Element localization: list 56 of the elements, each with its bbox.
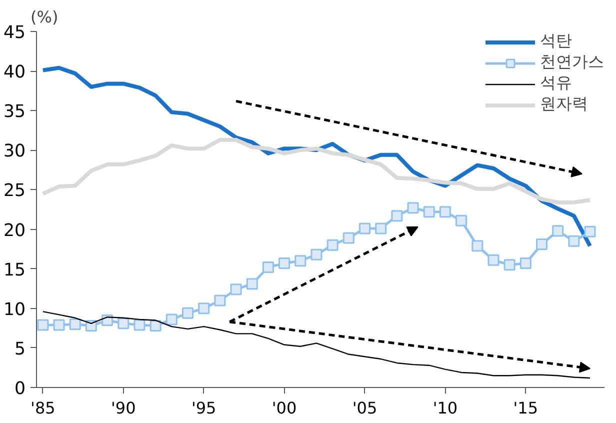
point <box>69 318 81 330</box>
point <box>359 222 370 234</box>
y-tick-label: 25 <box>3 181 26 202</box>
point <box>230 284 242 296</box>
point <box>536 238 548 250</box>
point <box>520 258 532 270</box>
y-tick-label: 15 <box>3 260 26 280</box>
point <box>134 319 146 331</box>
point <box>214 294 226 306</box>
point <box>423 206 435 218</box>
y-tick-label: 40 <box>3 62 26 83</box>
y-tick-label: 35 <box>3 102 26 122</box>
point <box>504 259 516 271</box>
point <box>37 319 49 331</box>
legend-label: 석유 <box>540 73 572 94</box>
legend-label: 석탄 <box>540 31 572 52</box>
point <box>182 307 194 319</box>
point <box>342 232 354 244</box>
point <box>472 240 484 252</box>
point <box>584 226 596 238</box>
point <box>118 318 130 330</box>
point <box>407 202 419 214</box>
x-tick-label: '90 <box>111 398 136 418</box>
point <box>278 258 290 270</box>
point <box>198 302 210 314</box>
y-tick-label: 20 <box>3 220 26 241</box>
y-axis-title: (%) <box>30 8 58 26</box>
point <box>488 254 500 266</box>
x-tick-label: '15 <box>513 398 538 418</box>
y-tick-label: 0 <box>14 379 26 399</box>
point <box>326 239 338 251</box>
point <box>262 262 274 273</box>
y-tick-label: 10 <box>3 300 26 320</box>
x-tick-label: '10 <box>432 398 458 418</box>
x-tick-label: '95 <box>191 398 216 418</box>
point <box>166 314 178 326</box>
point <box>246 278 258 290</box>
point <box>439 206 451 218</box>
point <box>375 222 387 234</box>
point <box>456 214 468 226</box>
point <box>391 210 403 222</box>
y-tick-label: 45 <box>3 23 26 43</box>
point <box>310 248 322 260</box>
x-tick-label: '05 <box>352 398 378 418</box>
point <box>568 235 580 247</box>
point <box>150 320 162 332</box>
point <box>53 319 65 331</box>
y-tick-label: 5 <box>14 339 26 360</box>
line-series <box>40 138 592 204</box>
y-tick-label: 30 <box>3 142 26 162</box>
x-tick-label: '00 <box>272 398 297 418</box>
point <box>294 255 306 267</box>
point <box>552 225 564 237</box>
x-tick-label: '85 <box>30 398 56 418</box>
legend-label: 천연가스 <box>540 52 604 73</box>
legend-label: 원자력 <box>540 94 588 115</box>
